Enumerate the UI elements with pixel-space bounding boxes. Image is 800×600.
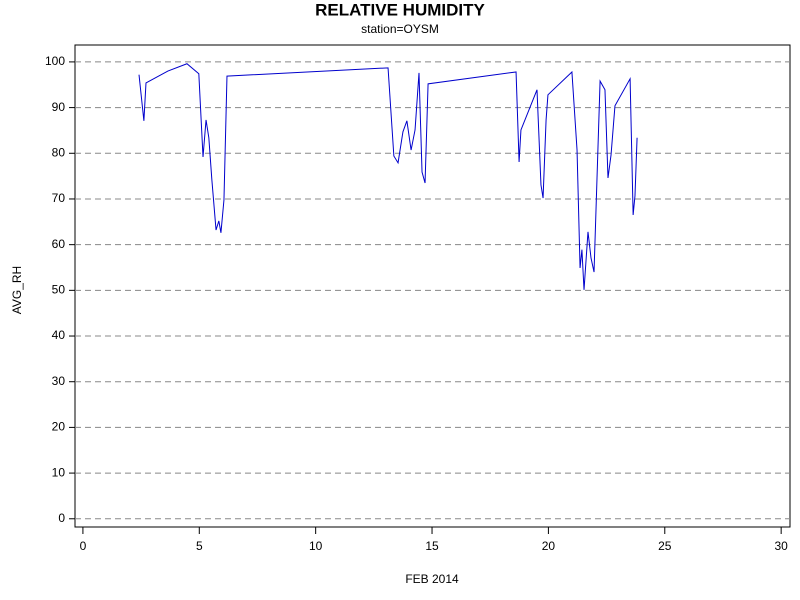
y-tick-label: 30 (52, 374, 66, 388)
y-tick-label: 100 (45, 54, 65, 68)
data-line (138, 63, 638, 290)
y-tick-label: 40 (52, 328, 66, 342)
y-axis-label: AVG_RH (10, 266, 24, 314)
x-tick-label: 5 (196, 539, 203, 553)
plot-frame (74, 44, 791, 528)
y-tick-label: 70 (52, 191, 66, 205)
y-tick-label: 10 (52, 465, 66, 479)
x-tick-label: 30 (774, 539, 788, 553)
x-tick-label: 0 (80, 539, 87, 553)
y-tick-label: 60 (52, 237, 66, 251)
x-axis-label: FEB 2014 (405, 572, 459, 586)
x-tick-label: 25 (658, 539, 672, 553)
chart-subtitle: station=OYSM (361, 22, 439, 36)
chart-title: RELATIVE HUMIDITY (315, 0, 485, 19)
x-tick-label: 10 (309, 539, 323, 553)
x-tick-label: 20 (542, 539, 556, 553)
y-tick-label: 90 (52, 100, 66, 114)
x-tick-label: 15 (425, 539, 439, 553)
y-tick-label: 0 (58, 511, 65, 525)
y-tick-label: 20 (52, 420, 66, 434)
y-tick-label: 80 (52, 145, 66, 159)
y-tick-label: 50 (52, 283, 66, 297)
